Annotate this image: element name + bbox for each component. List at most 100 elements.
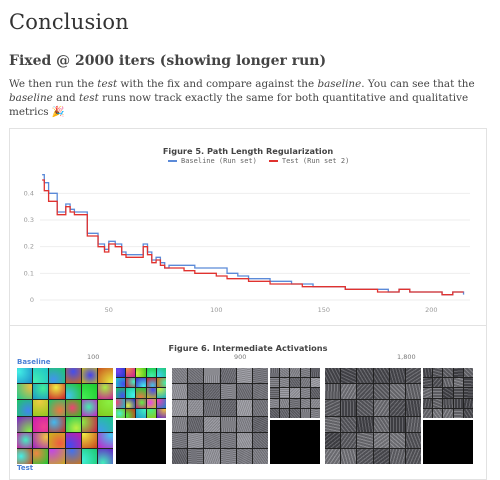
activation-tile — [290, 368, 300, 378]
activation-tile — [188, 432, 204, 448]
activation-empty-area — [116, 420, 166, 464]
activation-tile — [97, 416, 113, 432]
figure6-title: Figure 6. Intermediate Activations — [168, 343, 328, 353]
x-tick-label: 200 — [425, 306, 437, 314]
page-title: Conclusion — [9, 10, 129, 34]
activation-tile — [81, 448, 97, 464]
activation-tile — [126, 408, 136, 418]
activation-tile — [325, 448, 341, 464]
activation-tile — [433, 378, 443, 388]
activation-tile — [357, 368, 373, 384]
paragraph-emphasis: test — [78, 92, 99, 104]
activation-tile — [156, 368, 166, 378]
activation-tile — [280, 388, 290, 398]
chart-legend[interactable]: Baseline (Run set) Test (Run set 2) — [168, 157, 349, 165]
activation-tile — [325, 432, 341, 448]
activation-tile — [280, 398, 290, 408]
activation-tile — [433, 408, 443, 418]
activation-tile — [373, 368, 389, 384]
activation-tile — [81, 416, 97, 432]
activation-tile — [252, 368, 268, 384]
activation-tile — [357, 416, 373, 432]
activation-tile — [146, 408, 156, 418]
paragraph-emphasis: baseline — [317, 78, 362, 90]
activation-tile — [389, 400, 405, 416]
activation-tile — [33, 400, 49, 416]
activation-tile — [81, 368, 97, 384]
legend-label-test: Test (Run set 2) — [281, 157, 350, 165]
activation-tile — [220, 432, 236, 448]
activation-tile — [17, 416, 33, 432]
activation-tile — [49, 384, 65, 400]
activation-tile — [97, 448, 113, 464]
activation-tile — [204, 384, 220, 400]
activation-tile — [49, 432, 65, 448]
activation-tile — [357, 432, 373, 448]
activation-grid-step-1800-small[interactable] — [423, 368, 473, 418]
activation-tile — [220, 448, 236, 464]
legend-swatch-baseline — [168, 160, 177, 162]
activation-grid-step-900[interactable] — [172, 368, 268, 464]
y-tick-label: 0.3 — [24, 216, 34, 224]
activation-grid-step-900-small[interactable] — [270, 368, 320, 418]
activation-tile — [97, 368, 113, 384]
activation-tile — [389, 416, 405, 432]
activation-tile — [17, 368, 33, 384]
activation-tile — [17, 448, 33, 464]
activation-grid-step-100[interactable] — [17, 368, 113, 464]
legend-swatch-test — [268, 160, 278, 162]
activation-tile — [136, 368, 146, 378]
activation-tile — [423, 368, 433, 378]
activation-tile — [172, 384, 188, 400]
activation-tile — [126, 388, 136, 398]
activation-tile — [443, 378, 453, 388]
activation-tile — [341, 384, 357, 400]
activation-tile — [341, 368, 357, 384]
activation-tile — [300, 378, 310, 388]
activation-tile — [357, 400, 373, 416]
activation-tile — [65, 384, 81, 400]
legend-item-baseline[interactable]: Baseline (Run set) — [168, 157, 257, 165]
activation-tile — [389, 432, 405, 448]
activation-tile — [236, 416, 252, 432]
paragraph-text: runs now track exactly the same for both… — [9, 92, 469, 118]
activation-tile — [280, 368, 290, 378]
activation-tile — [310, 388, 320, 398]
activation-tile — [252, 400, 268, 416]
activation-tile — [126, 398, 136, 408]
activation-tile — [325, 368, 341, 384]
activation-tile — [236, 384, 252, 400]
activation-tile — [453, 388, 463, 398]
activation-tile — [126, 378, 136, 388]
activation-tile — [172, 368, 188, 384]
activation-tile — [204, 416, 220, 432]
activation-tile — [116, 368, 126, 378]
activation-grid-step-1800[interactable] — [325, 368, 421, 464]
activation-tile — [373, 432, 389, 448]
legend-item-test[interactable]: Test (Run set 2) — [268, 157, 350, 165]
activation-tile — [220, 416, 236, 432]
activation-tile — [172, 448, 188, 464]
activation-tile — [280, 408, 290, 418]
paragraph-emphasis: test — [97, 78, 118, 90]
activation-tile — [188, 384, 204, 400]
activation-tile — [65, 432, 81, 448]
activation-tile — [310, 378, 320, 388]
activation-tile — [463, 378, 473, 388]
paragraph-text: and — [52, 92, 79, 104]
activation-tile — [310, 408, 320, 418]
activation-tile — [220, 368, 236, 384]
paragraph-text: with the fix and compare against the — [117, 78, 318, 90]
activation-tile — [81, 400, 97, 416]
activation-tile — [116, 378, 126, 388]
activation-tile — [341, 416, 357, 432]
activation-tile — [252, 416, 268, 432]
activation-tile — [33, 448, 49, 464]
panel-divider — [9, 325, 487, 326]
activation-tile — [443, 408, 453, 418]
activation-tile — [172, 432, 188, 448]
activation-tile — [49, 400, 65, 416]
activation-tile — [17, 432, 33, 448]
activation-grid-step-100-small[interactable] — [116, 368, 166, 418]
